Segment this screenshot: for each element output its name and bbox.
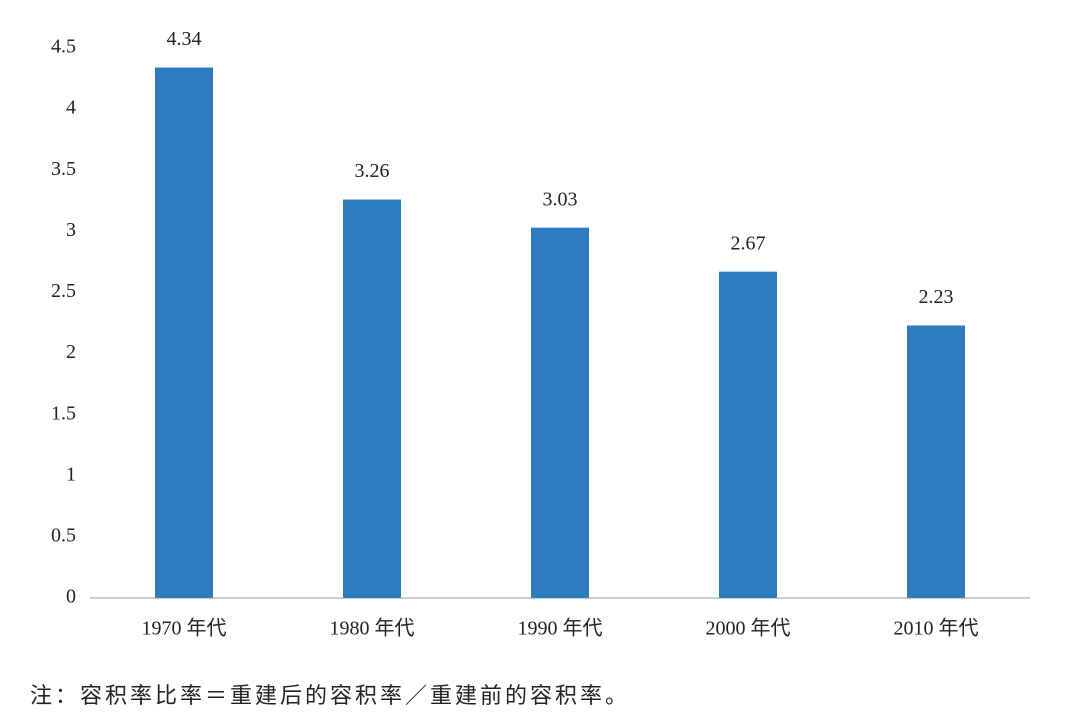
data-label: 2.23: [919, 286, 954, 308]
bar: [719, 271, 777, 598]
y-tick-label: 0.5: [51, 524, 76, 546]
x-tick-label: 1970 年代: [142, 617, 227, 640]
y-tick-label: 3.5: [51, 158, 76, 180]
x-tick-label: 1980 年代: [330, 617, 415, 640]
note: 注：容积率比率＝重建后的容积率／重建前的容积率。: [30, 684, 630, 709]
y-tick-label: 4.5: [51, 36, 76, 58]
y-tick-label: 0: [66, 586, 76, 608]
y-tick-label: 2.5: [51, 280, 76, 302]
y-tick-label: 2: [66, 341, 76, 363]
x-tick-label: 2010 年代: [894, 617, 979, 640]
data-label: 4.34: [167, 28, 202, 50]
x-tick-label: 2000 年代: [706, 617, 791, 640]
y-tick-label: 1.5: [51, 402, 76, 424]
bar: [907, 325, 965, 598]
bar: [155, 67, 213, 599]
y-tick-label: 4: [66, 97, 76, 119]
bar: [531, 227, 589, 598]
data-label: 3.26: [355, 160, 390, 182]
y-tick-label: 3: [66, 219, 76, 241]
data-label: 2.67: [731, 232, 766, 254]
bar: [343, 199, 401, 599]
x-tick-label: 1990 年代: [518, 617, 603, 640]
y-tick-label: 1: [66, 463, 76, 485]
data-label: 3.03: [543, 188, 578, 210]
